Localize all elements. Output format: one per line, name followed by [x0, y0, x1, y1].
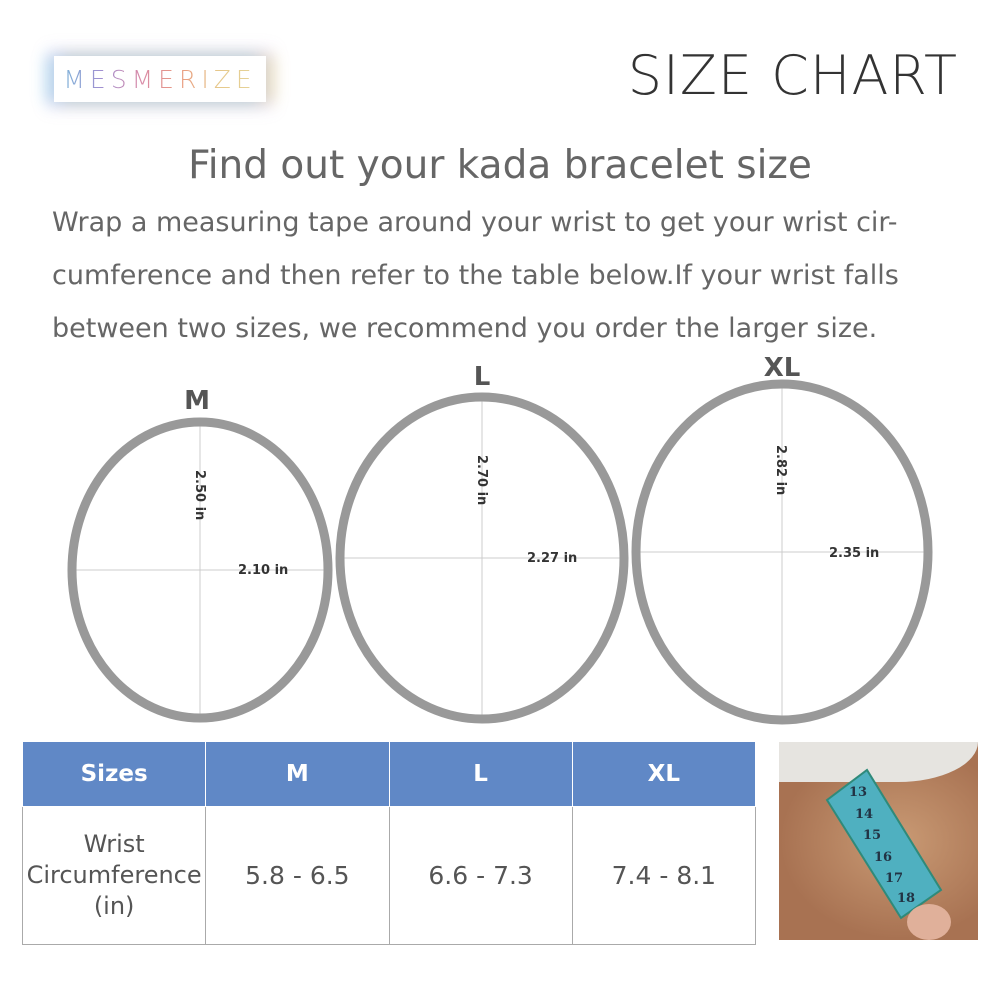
tape-number: 16 — [874, 850, 892, 865]
header-m: M — [205, 742, 390, 807]
table-row: Wrist Circumference (in) 5.8 - 6.5 6.6 - 7… — [21, 806, 757, 945]
heading: Find out your kada bracelet size — [188, 143, 812, 188]
value-l: 6.6 - 7.3 — [388, 806, 573, 945]
row-label-line: Circumference — [26, 861, 202, 889]
brand-logo: MESMERIZE — [54, 56, 266, 102]
width-label-m: 2.10 in — [238, 563, 288, 578]
row-label: Wrist Circumference (in) — [21, 806, 207, 945]
value-xl: 7.4 - 8.1 — [571, 806, 757, 945]
tape-number: 15 — [863, 828, 881, 843]
row-label-line: Wrist — [83, 830, 145, 858]
size-label-xl: XL — [764, 353, 801, 383]
page-title: SIZE CHART — [627, 44, 958, 107]
bracelet-diagrams: M 2.50 in 2.10 in L 2.70 in 2.27 in XL 2… — [67, 353, 933, 725]
header-l: L — [388, 742, 573, 807]
row-label-line: (in) — [93, 892, 135, 920]
tape-number: 14 — [855, 807, 873, 822]
header-sizes: Sizes — [21, 742, 207, 807]
width-label-xl: 2.35 in — [829, 546, 879, 561]
size-label-l: L — [474, 362, 491, 392]
width-label-l: 2.27 in — [527, 551, 577, 566]
measuring-tape-icon: 13 14 15 16 17 18 — [825, 768, 951, 940]
bracelet-l: L 2.70 in 2.27 in — [335, 362, 629, 724]
height-label-m: 2.50 in — [192, 470, 207, 520]
tape-number: 18 — [897, 891, 915, 906]
bracelet-m: M 2.50 in 2.10 in — [67, 386, 333, 723]
height-label-l: 2.70 in — [474, 455, 489, 505]
bracelet-xl: XL 2.82 in 2.35 in — [631, 353, 933, 725]
table-header-row: Sizes M L XL — [21, 742, 757, 807]
intro-text: Wrap a measuring tape around your wrist … — [52, 207, 899, 344]
tape-number: 13 — [849, 785, 867, 800]
header-xl: XL — [571, 742, 757, 807]
wrist-measuring-photo: 13 14 15 16 17 18 — [779, 742, 978, 940]
height-label-xl: 2.82 in — [773, 445, 788, 495]
size-table: Sizes M L XL Wrist Circumference (in) 5.8 … — [21, 742, 757, 945]
size-label-m: M — [184, 386, 210, 416]
value-m: 5.8 - 6.5 — [205, 806, 390, 945]
tape-number: 17 — [885, 871, 903, 886]
